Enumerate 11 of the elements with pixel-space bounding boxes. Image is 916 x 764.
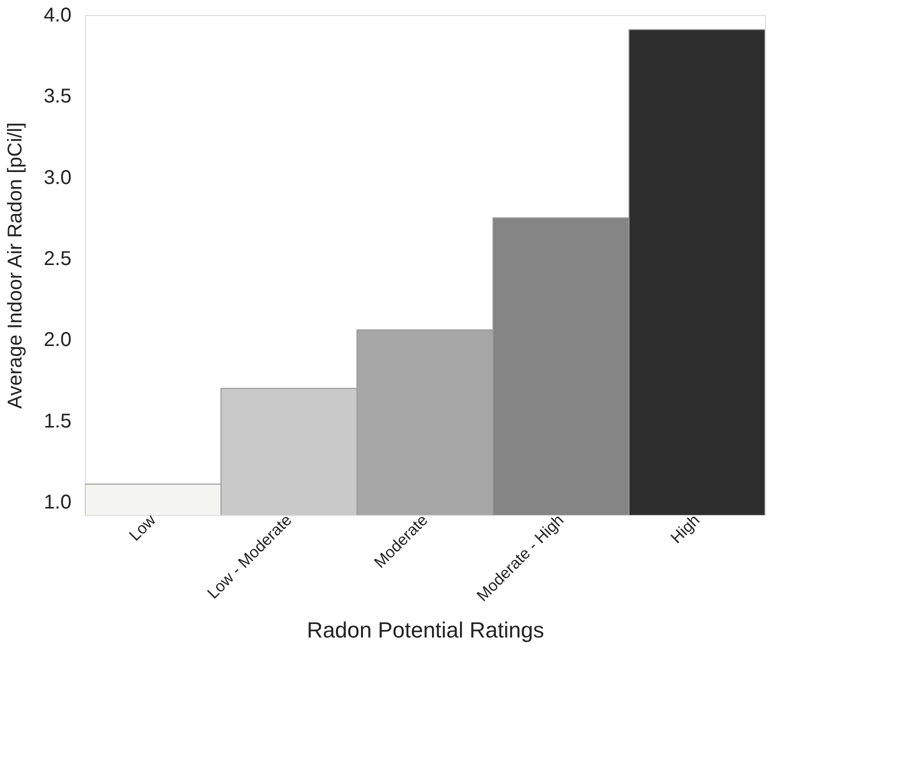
y-axis-title: Average Indoor Air Radon [pCi/l] — [4, 122, 27, 409]
y-tick-label: 2.0 — [44, 329, 72, 352]
x-axis-title: Radon Potential Ratings — [306, 617, 544, 642]
y-tick-label: 3.0 — [44, 166, 72, 189]
y-tick-label: 3.5 — [44, 86, 72, 108]
y-tick-label: 4.0 — [44, 4, 72, 26]
y-tick-label: 1.5 — [44, 410, 72, 432]
x-tick-label: Low — [126, 512, 160, 545]
y-tick-label: 2.5 — [44, 248, 72, 270]
y-tick-label: 1.0 — [44, 492, 72, 514]
x-tick-label: High — [668, 512, 704, 548]
